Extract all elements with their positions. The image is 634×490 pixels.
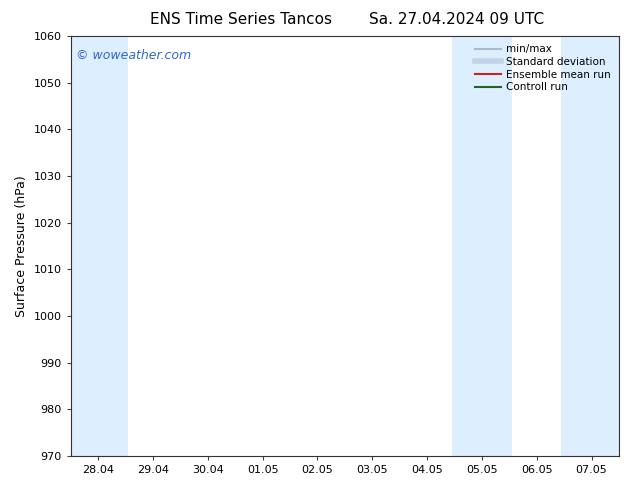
Bar (452, 36, 512, 456)
Bar (71, 36, 128, 456)
Bar (562, 36, 619, 456)
Legend: min/max, Standard deviation, Ensemble mean run, Controll run: min/max, Standard deviation, Ensemble me… (472, 41, 614, 96)
Text: © woweather.com: © woweather.com (76, 49, 191, 62)
Y-axis label: Surface Pressure (hPa): Surface Pressure (hPa) (15, 175, 28, 317)
Text: Sa. 27.04.2024 09 UTC: Sa. 27.04.2024 09 UTC (369, 12, 544, 27)
Text: ENS Time Series Tancos: ENS Time Series Tancos (150, 12, 332, 27)
